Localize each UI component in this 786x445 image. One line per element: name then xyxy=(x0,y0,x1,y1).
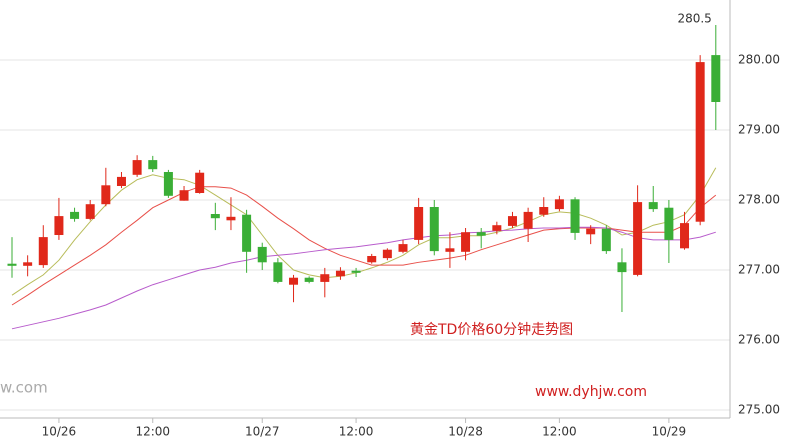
candle-body xyxy=(695,62,705,222)
candle-body xyxy=(7,263,17,266)
watermark: w.com xyxy=(0,379,48,397)
candle-body xyxy=(273,262,283,282)
candle-body xyxy=(210,214,220,219)
candle-body xyxy=(320,274,330,282)
candle-body xyxy=(570,199,580,233)
y-tick-label: 276.00 xyxy=(738,333,780,347)
candle-body xyxy=(461,232,471,252)
candle-body xyxy=(242,214,252,252)
candle-body xyxy=(507,216,517,226)
candle-body xyxy=(23,262,33,266)
candle-body xyxy=(601,228,611,252)
candle-body xyxy=(711,55,721,102)
candle-body xyxy=(382,249,392,259)
candle-body xyxy=(633,202,643,275)
candle-body xyxy=(101,185,111,205)
candle-body xyxy=(476,232,486,236)
y-tick-label: 277.00 xyxy=(738,263,780,277)
candle-body xyxy=(163,172,173,196)
candle-body xyxy=(226,216,236,221)
candle-body xyxy=(179,190,189,201)
moving-average-line xyxy=(11,167,717,296)
candle-body xyxy=(289,277,299,285)
x-tick-label: 12:00 xyxy=(339,425,374,439)
candle-body xyxy=(38,237,48,266)
y-tick-label: 279.00 xyxy=(738,122,780,136)
candle-body xyxy=(617,262,627,273)
chart-caption: 黄金TD价格60分钟走势图 xyxy=(410,321,573,338)
candle-body xyxy=(304,277,314,282)
candle-body xyxy=(492,225,502,231)
x-tick-label: 10/29 xyxy=(652,425,687,439)
candle-body xyxy=(664,207,674,240)
x-tick-label: 12:00 xyxy=(135,425,170,439)
candle-body xyxy=(554,199,564,210)
candle-body xyxy=(148,160,158,170)
candle-body xyxy=(351,270,361,273)
candle-body xyxy=(398,244,408,252)
candle-body xyxy=(523,211,533,229)
high-label: 280.5 xyxy=(677,11,711,25)
candle-body xyxy=(70,211,80,219)
candle-body xyxy=(429,207,439,252)
candle-body xyxy=(132,160,142,175)
y-tick-label: 275.00 xyxy=(738,403,780,417)
candle-body xyxy=(445,248,455,252)
x-tick-label: 10/26 xyxy=(42,425,77,439)
moving-average-line xyxy=(11,226,716,330)
y-tick-label: 280.00 xyxy=(738,52,780,66)
candle-body xyxy=(586,228,596,235)
candle-body xyxy=(257,246,267,263)
candle-body xyxy=(539,207,549,215)
candle-body xyxy=(367,256,377,263)
x-tick-label: 10/27 xyxy=(245,425,280,439)
x-tick-label: 12:00 xyxy=(542,425,577,439)
candle-body xyxy=(85,204,95,219)
y-tick-label: 278.00 xyxy=(738,193,780,207)
watermark: www.dyhjw.com xyxy=(535,384,647,400)
x-tick-label: 10/28 xyxy=(448,425,483,439)
candle-body xyxy=(680,223,690,249)
candle-body xyxy=(195,172,205,194)
candle-body xyxy=(54,216,64,236)
candle-body xyxy=(116,176,126,187)
candle-body xyxy=(648,202,658,210)
candle-body xyxy=(414,207,424,240)
candle-body xyxy=(335,270,345,277)
